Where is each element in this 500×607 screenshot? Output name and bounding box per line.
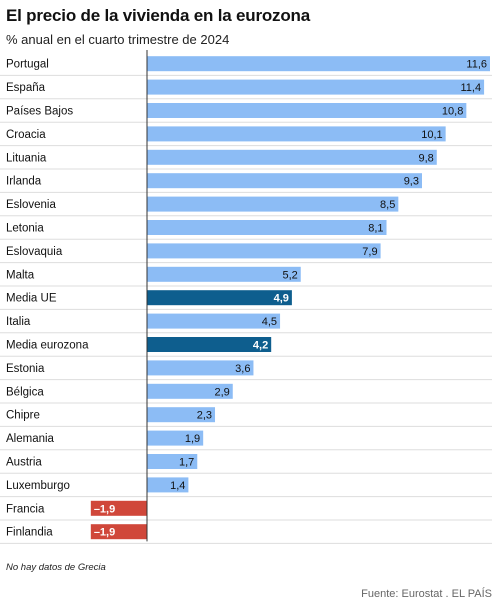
footnote: No hay datos de Grecia bbox=[6, 562, 106, 573]
bar bbox=[90, 500, 147, 516]
bar bbox=[147, 383, 233, 399]
value-label: 7,9 bbox=[362, 246, 377, 258]
value-label: –1,9 bbox=[94, 527, 115, 539]
category-label: Croacia bbox=[6, 129, 46, 141]
value-label: 5,2 bbox=[282, 269, 297, 281]
value-label: 3,6 bbox=[235, 363, 250, 375]
category-label: Malta bbox=[6, 269, 35, 281]
value-label: 1,7 bbox=[179, 457, 194, 469]
category-label: Austria bbox=[6, 457, 42, 469]
category-label: Finlandia bbox=[6, 527, 53, 539]
bar bbox=[90, 524, 147, 540]
bar bbox=[147, 477, 189, 493]
bar bbox=[147, 407, 216, 423]
value-label: 4,5 bbox=[262, 316, 277, 328]
value-label: 8,5 bbox=[380, 199, 395, 211]
bar bbox=[147, 337, 272, 352]
bar bbox=[147, 243, 381, 259]
bar bbox=[147, 126, 446, 142]
category-label: Eslovaquia bbox=[6, 246, 63, 258]
bar bbox=[147, 360, 254, 376]
bar bbox=[147, 103, 467, 118]
bar-chart: Portugal 11,6 España 11,4 Países Bajos 10,8 Cr… bbox=[0, 50, 492, 544]
category-label: Media eurozona bbox=[6, 340, 89, 352]
value-label: 11,4 bbox=[460, 82, 481, 94]
bar bbox=[147, 173, 422, 189]
bar bbox=[147, 79, 485, 95]
category-label: Eslovenia bbox=[6, 199, 56, 211]
bar bbox=[147, 196, 399, 212]
category-label: Media UE bbox=[6, 293, 57, 305]
source-credit: Fuente: Eurostat . EL PAÍS bbox=[361, 588, 492, 600]
value-label: 1,4 bbox=[170, 480, 185, 492]
value-label: 10,1 bbox=[421, 129, 442, 141]
value-label: 4,2 bbox=[253, 340, 268, 352]
category-label: Bélgica bbox=[6, 386, 44, 398]
category-label: Países Bajos bbox=[6, 106, 73, 118]
value-label: 2,9 bbox=[214, 386, 229, 398]
category-label: Italia bbox=[6, 316, 31, 328]
value-label: 8,1 bbox=[368, 223, 383, 235]
value-label: 9,8 bbox=[418, 152, 433, 164]
value-label: 11,6 bbox=[466, 59, 487, 71]
chart-title: El precio de la vivienda en la eurozona bbox=[6, 6, 310, 25]
category-label: Chipre bbox=[6, 410, 40, 422]
category-label: Francia bbox=[6, 503, 45, 515]
bar bbox=[147, 149, 437, 165]
category-label: España bbox=[6, 82, 46, 94]
category-label: Irlanda bbox=[6, 176, 42, 188]
bar bbox=[147, 290, 292, 306]
category-label: Alemania bbox=[6, 433, 55, 445]
chart-subtitle: % anual en el cuarto trimestre de 2024 bbox=[6, 32, 230, 47]
category-label: Luxemburgo bbox=[6, 480, 70, 492]
value-label: –1,9 bbox=[94, 503, 115, 515]
category-label: Letonia bbox=[6, 223, 44, 235]
bar bbox=[147, 454, 198, 469]
value-label: 9,3 bbox=[404, 176, 419, 188]
bar bbox=[147, 266, 301, 282]
category-label: Portugal bbox=[6, 59, 49, 71]
category-label: Estonia bbox=[6, 363, 45, 375]
value-label: 2,3 bbox=[197, 410, 212, 422]
bar bbox=[147, 220, 387, 235]
bar bbox=[147, 430, 204, 446]
value-label: 4,9 bbox=[274, 293, 289, 305]
bar bbox=[147, 56, 490, 72]
category-label: Lituania bbox=[6, 152, 47, 164]
bar bbox=[147, 313, 281, 329]
value-label: 10,8 bbox=[442, 106, 463, 118]
value-label: 1,9 bbox=[185, 433, 200, 445]
